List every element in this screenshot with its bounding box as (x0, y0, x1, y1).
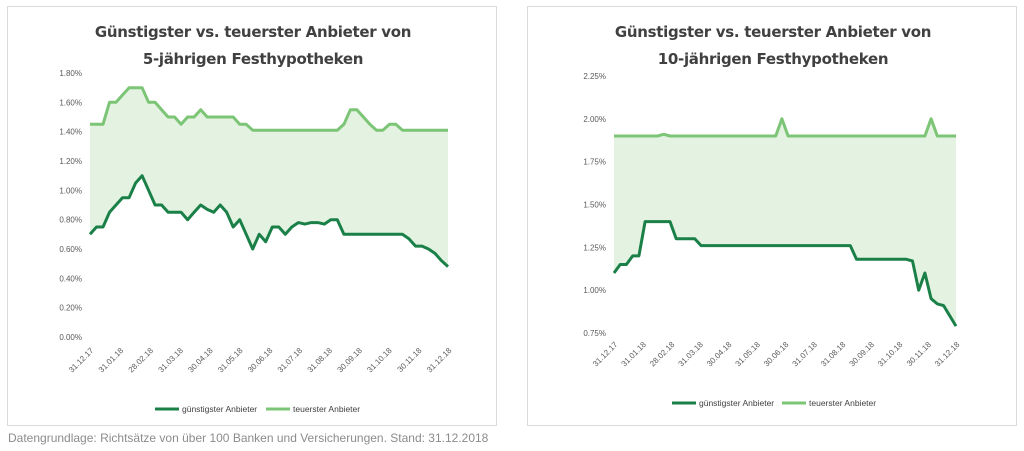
x-tick-label: 31.10.18 (876, 340, 905, 369)
y-tick-label: 2.25% (583, 72, 606, 81)
x-tick-label: 30.06.18 (246, 346, 275, 375)
y-tick-label: 0.40% (59, 274, 82, 283)
x-tick-label: 30.11.18 (396, 346, 424, 374)
legend-label-most-expensive: teuerster Anbieter (809, 398, 876, 408)
footnote: Datengrundlage: Richtsätze von über 100 … (8, 431, 489, 445)
y-tick-label: 0.80% (59, 216, 82, 225)
y-tick-label: 0.00% (59, 333, 82, 342)
band-layer (614, 118, 956, 327)
y-tick-label: 1.75% (583, 158, 606, 167)
x-tick-label: 30.09.18 (848, 340, 877, 369)
x-tick-label: 31.01.18 (97, 346, 126, 375)
legend: günstigster Anbieter teuerster Anbieter (155, 404, 360, 414)
chart-panel-10-year: Günstigster vs. teuerster Anbieter von 1… (527, 6, 1017, 426)
x-tick-label: 31.05.18 (734, 340, 763, 369)
y-tick-layer: 0.75% 1.00% 1.25% 1.50% 1.75% 2.00% 2.25% (583, 72, 606, 338)
band-layer (90, 87, 448, 267)
y-tick-label: 1.80% (59, 69, 82, 78)
x-tick-label: 30.11.18 (905, 340, 933, 368)
x-tick-label: 30.04.18 (186, 346, 215, 375)
range-band (90, 87, 448, 267)
x-tick-label: 30.09.18 (336, 346, 365, 375)
chart-title-line1: Günstigster vs. teuerster Anbieter von (615, 23, 931, 41)
x-tick-label: 31.07.18 (791, 340, 820, 369)
x-tick-label: 28.02.18 (648, 340, 677, 369)
x-tick-label: 31.03.18 (677, 340, 706, 369)
x-tick-label: 31.05.18 (216, 346, 245, 375)
x-tick-label: 31.12.18 (933, 340, 962, 369)
x-tick-label: 31.03.18 (157, 346, 186, 375)
series-layer (88, 86, 450, 268)
series-line-cheapest (88, 174, 450, 268)
y-tick-label: 0.60% (59, 245, 82, 254)
x-tick-layer: 31.12.17 31.01.18 28.02.18 31.03.18 30.04.18… (591, 340, 962, 369)
chart-panel-5-year: Günstigster vs. teuerster Anbieter von 5… (7, 6, 497, 426)
chart-10-year-svg: Günstigster vs. teuerster Anbieter von 1… (583, 23, 962, 408)
chart-title-line2: 5-jährigen Festhypotheken (143, 50, 363, 68)
y-tick-label: 0.20% (59, 304, 82, 313)
x-tick-label: 31.12.17 (67, 346, 96, 375)
y-tick-label: 1.00% (59, 186, 82, 195)
chart-5-year-svg: Günstigster vs. teuerster Anbieter von 5… (59, 23, 454, 414)
legend-label-most-expensive: teuerster Anbieter (293, 404, 360, 414)
y-tick-label: 1.40% (59, 128, 82, 137)
y-tick-label: 1.60% (59, 98, 82, 107)
y-tick-label: 0.75% (583, 329, 606, 338)
range-band (614, 118, 956, 327)
x-tick-label: 30.06.18 (762, 340, 791, 369)
y-tick-label: 1.00% (583, 286, 606, 295)
y-tick-label: 1.50% (583, 201, 606, 210)
x-tick-label: 31.08.18 (306, 346, 335, 375)
series-line-most-expensive (90, 86, 448, 132)
series-line-most-expensive (614, 117, 956, 138)
x-tick-layer: 31.12.17 31.01.18 28.02.18 31.03.18 30.04.18… (67, 346, 454, 375)
chart-title-line2: 10-jährigen Festhypotheken (658, 50, 888, 68)
x-tick-label: 31.12.17 (591, 340, 620, 369)
legend: günstigster Anbieter teuerster Anbieter (672, 398, 876, 408)
x-tick-label: 31.08.18 (819, 340, 848, 369)
x-tick-label: 31.01.18 (620, 340, 649, 369)
x-tick-label: 31.10.18 (365, 346, 394, 375)
x-tick-label: 31.07.18 (276, 346, 305, 375)
y-tick-label: 1.25% (583, 243, 606, 252)
y-tick-label: 1.20% (59, 157, 82, 166)
x-tick-label: 28.02.18 (127, 346, 156, 375)
x-tick-label: 30.04.18 (705, 340, 734, 369)
series-layer (612, 117, 958, 327)
series-line-cheapest (612, 220, 958, 327)
x-tick-label: 31.12.18 (425, 346, 454, 375)
y-tick-layer: 0.00% 0.20% 0.40% 0.60% 0.80% 1.00% 1.20% 1.40%… (59, 69, 82, 342)
y-tick-label: 2.00% (583, 115, 606, 124)
legend-label-cheapest: günstigster Anbieter (182, 404, 257, 414)
legend-label-cheapest: günstigster Anbieter (699, 398, 774, 408)
chart-title-line1: Günstigster vs. teuerster Anbieter von (95, 23, 411, 41)
